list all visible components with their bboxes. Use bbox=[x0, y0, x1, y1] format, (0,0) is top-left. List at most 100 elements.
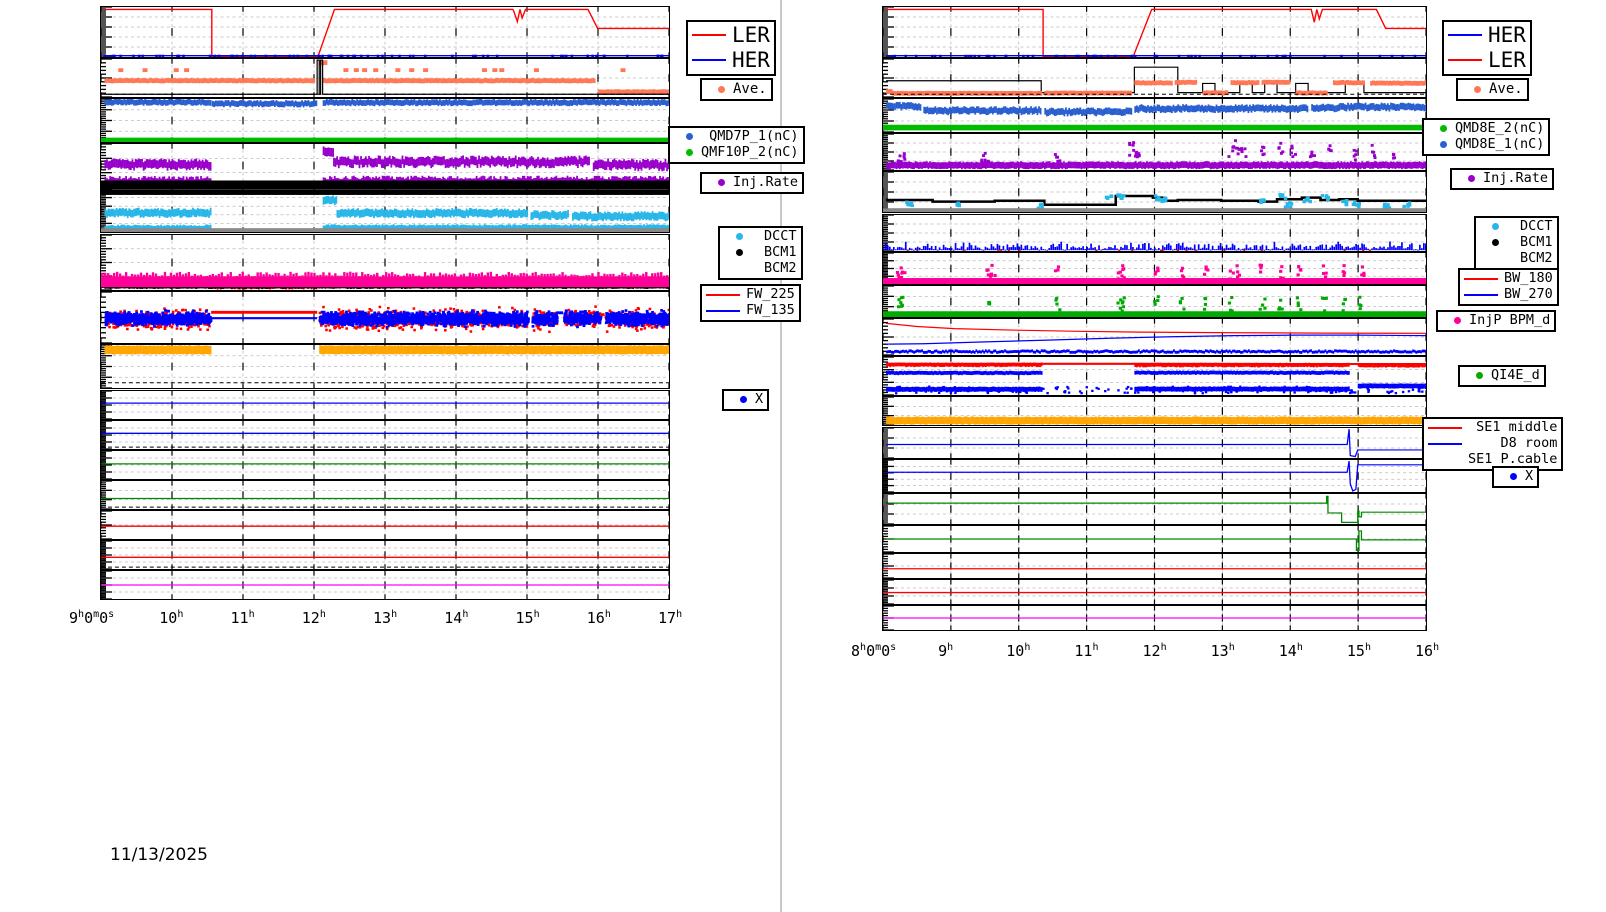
x-tick-label: 13h bbox=[1210, 642, 1235, 660]
charge-legend[interactable]: QMD7P_1(nC) QMF10P_2(nC) bbox=[668, 126, 805, 164]
ring-legend[interactable]: HER LER bbox=[1442, 20, 1532, 76]
legend-item[interactable]: QMF10P_2(nC) bbox=[674, 144, 799, 161]
legend-item[interactable]: QMD7P_1(nC) bbox=[674, 128, 799, 145]
plot-row-injp-bpm-x bbox=[100, 291, 670, 344]
legend-line-swatch bbox=[1428, 426, 1462, 429]
legend-label: InjP BPM_d bbox=[1469, 312, 1551, 328]
ave-legend[interactable]: Ave. bbox=[700, 78, 773, 101]
legend-label: BW_180 bbox=[1504, 270, 1553, 286]
legend-dot-swatch bbox=[1440, 125, 1447, 133]
legend-dot-swatch bbox=[1474, 85, 1481, 93]
legend-label: HER bbox=[732, 47, 770, 72]
bpm-x-legend[interactable]: X bbox=[1492, 466, 1540, 488]
legend-label: BCM1 bbox=[764, 243, 797, 260]
legend-item[interactable]: BCM1 bbox=[724, 243, 797, 261]
legend-item[interactable]: LER bbox=[692, 23, 770, 48]
temp-legend[interactable]: SE1 middle D8 room SE1 P.cable bbox=[1422, 417, 1564, 471]
legend-item[interactable]: Inj.Rate bbox=[706, 174, 798, 191]
legend-label: DCCT bbox=[764, 228, 797, 244]
left-chart-panel: LER HER Ave. QMD7P_1(nC) QMF10P_2(nC) Inj.Rat… bbox=[0, 0, 805, 912]
legend-label: X bbox=[1525, 468, 1534, 484]
legend-item[interactable]: X bbox=[1498, 468, 1534, 485]
bpm-x-legend[interactable]: X bbox=[722, 389, 770, 411]
plot-row-inj-rate bbox=[100, 143, 670, 188]
legend-item[interactable]: HER bbox=[1448, 23, 1526, 48]
legend-label: X bbox=[755, 391, 764, 407]
injrate-legend[interactable]: Inj.Rate bbox=[700, 172, 805, 194]
injrate-legend[interactable]: Inj.Rate bbox=[1450, 168, 1555, 190]
plot-row-injp-bpm-x bbox=[882, 356, 1427, 396]
legend-item[interactable]: Inj.Rate bbox=[1456, 170, 1548, 187]
legend-item[interactable]: HER bbox=[692, 48, 770, 73]
plot-row-kicker-height bbox=[100, 450, 670, 480]
plot-row-loss-monitor bbox=[100, 234, 670, 291]
legend-item[interactable]: QMD8E_1(nC) bbox=[1428, 136, 1544, 153]
legend-item[interactable]: BW_270 bbox=[1464, 286, 1553, 303]
legend-item[interactable]: InjP BPM_d bbox=[1442, 312, 1551, 329]
loss-monitor-legend[interactable]: FW_225 FW_135 bbox=[700, 284, 801, 322]
legend-item[interactable]: SE1 middle bbox=[1428, 419, 1557, 436]
legend-dot-swatch bbox=[686, 149, 693, 157]
legend-item[interactable]: BCM1 bbox=[1480, 233, 1553, 251]
plot-row-inj-eff bbox=[882, 171, 1427, 213]
legend-label: LER bbox=[732, 23, 770, 47]
ave-legend[interactable]: Ave. bbox=[1456, 78, 1529, 101]
injp-bpm-d-legend[interactable]: InjP BPM_d bbox=[1436, 310, 1557, 332]
legend-label: SE1 P.cable bbox=[1468, 450, 1558, 467]
x-tick-label: 9h bbox=[938, 642, 954, 660]
legend-label: Ave. bbox=[733, 81, 767, 97]
legend-item[interactable]: QMD8E_2(nC) bbox=[1428, 120, 1544, 137]
legend-item[interactable]: Ave. bbox=[706, 81, 767, 98]
plot-row-v-pos bbox=[882, 553, 1427, 579]
bw-legend[interactable]: BW_180 BW_270 bbox=[1458, 268, 1559, 306]
legend-label: QMD7P_1(nC) bbox=[709, 128, 799, 144]
legend-item[interactable]: DCCT bbox=[724, 228, 797, 245]
plot-row-inj-rate bbox=[882, 133, 1427, 171]
plot-row-v-pos bbox=[100, 510, 670, 540]
legend-item[interactable]: X bbox=[728, 391, 764, 408]
plot-row-ion-chamber bbox=[882, 252, 1427, 285]
legend-label: BCM1 bbox=[1520, 233, 1553, 250]
plot-row-rep-rate bbox=[882, 58, 1427, 98]
legend-item[interactable]: Ave. bbox=[1462, 81, 1523, 98]
legend-empty-swatch bbox=[1428, 456, 1462, 463]
legend-line-swatch bbox=[1464, 293, 1498, 296]
qi4e-legend[interactable]: QI4E_d bbox=[1458, 365, 1546, 387]
legend-item[interactable]: D8 room bbox=[1428, 434, 1558, 452]
legend-item[interactable]: FW_135 bbox=[706, 301, 795, 319]
legend-line-swatch bbox=[1448, 34, 1482, 37]
plot-row-current bbox=[100, 6, 670, 58]
legend-label: HER bbox=[1488, 23, 1526, 47]
legend-label: DCCT bbox=[1520, 218, 1553, 234]
legend-dot-swatch bbox=[1510, 473, 1517, 481]
plot-row-v-ang bbox=[100, 540, 670, 570]
charge-legend[interactable]: QMD8E_2(nC) QMD8E_1(nC) bbox=[1422, 118, 1551, 156]
legend-item[interactable]: QI4E_d bbox=[1464, 367, 1540, 384]
current-monitor-legend[interactable]: DCCT BCM1 BCM2 bbox=[718, 226, 803, 280]
plot-row-injp-bpm-q bbox=[882, 396, 1427, 426]
x-tick-label: 15h bbox=[1346, 642, 1371, 660]
legend-item[interactable]: LER bbox=[1448, 48, 1526, 73]
plot-row-septum-angle bbox=[882, 459, 1427, 493]
plot-row-septum-pos bbox=[882, 427, 1427, 459]
current-monitor-legend[interactable]: DCCT BCM1 BCM2 bbox=[1474, 216, 1559, 270]
legend-item[interactable]: FW_225 bbox=[706, 286, 795, 303]
legend-dot-swatch bbox=[718, 179, 725, 187]
plot-row-temperature bbox=[882, 318, 1427, 356]
legend-line-swatch bbox=[706, 293, 740, 296]
legend-item[interactable]: BCM2 bbox=[724, 260, 797, 277]
legend-item[interactable]: BCM2 bbox=[1480, 250, 1553, 267]
legend-dot-swatch bbox=[1468, 175, 1475, 183]
legend-item[interactable]: SE1 P.cable bbox=[1428, 450, 1558, 468]
ring-legend[interactable]: LER HER bbox=[686, 20, 776, 76]
x-tick-label: 14h bbox=[444, 609, 469, 627]
legend-item[interactable]: BW_180 bbox=[1464, 270, 1553, 287]
panel-divider bbox=[780, 0, 782, 912]
legend-dot-swatch bbox=[1476, 372, 1483, 380]
legend-label: D8 room bbox=[1500, 434, 1558, 451]
legend-item[interactable]: DCCT bbox=[1480, 218, 1553, 235]
legend-label: FW_225 bbox=[746, 286, 795, 302]
legend-label: FW_135 bbox=[746, 301, 795, 318]
x-tick-label: 12h bbox=[1142, 642, 1167, 660]
x-tick-label: 8h0m0s bbox=[851, 642, 897, 660]
